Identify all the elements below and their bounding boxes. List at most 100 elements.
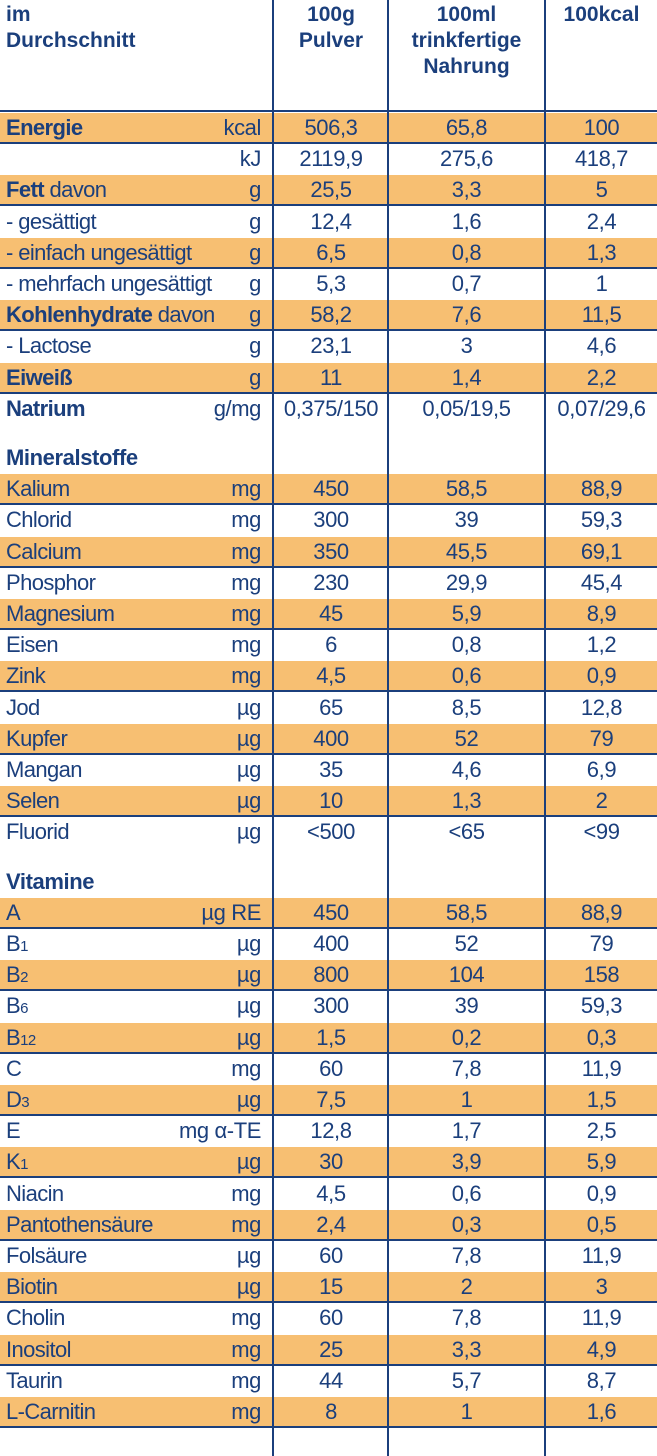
- table-row: - gesättigt g 12,4 1,6 2,4: [0, 206, 657, 237]
- row-unit: µg: [236, 931, 262, 956]
- row-unit: mg: [231, 476, 261, 502]
- row-highlight: [546, 599, 657, 628]
- row-name: Mangan: [6, 754, 83, 785]
- value-100kcal: 5,9: [586, 1149, 617, 1175]
- row-highlight: [0, 1147, 272, 1177]
- row-highlight: [389, 175, 544, 205]
- table-row: Eiweiß g 11 1,4 2,2: [0, 362, 657, 394]
- value-100kcal: 1,5: [586, 1087, 617, 1112]
- row-highlight: [274, 599, 387, 628]
- row-name-text: Folsäure: [6, 1243, 87, 1268]
- row-unit: g: [249, 271, 261, 296]
- row-unit: mg: [231, 538, 261, 564]
- row-name: Pantothensäure: [6, 1209, 154, 1240]
- row-highlight: [274, 1147, 387, 1177]
- header-col-100ml: 100ml trinkfertige Nahrung: [389, 2, 544, 80]
- value-100ml: 58,5: [445, 899, 488, 925]
- row-unit: mg: [231, 507, 261, 533]
- value-100ml: 39: [454, 993, 479, 1019]
- row-unit: mg: [231, 1055, 261, 1081]
- row-name-text: Biotin: [6, 1274, 58, 1300]
- row-name-bold: Natrium: [6, 395, 86, 421]
- row-unit: mg: [231, 569, 261, 595]
- value-100ml: 1,7: [451, 1118, 482, 1144]
- row-name-text: Eisen: [6, 632, 59, 658]
- row-unit: mg: [231, 1180, 261, 1206]
- row-name: Chlorid: [6, 504, 72, 535]
- table-row: Energie kcal 506,3 65,8 100: [0, 112, 657, 144]
- value-100kcal: 6,9: [586, 757, 617, 782]
- row-name-text: - mehrfach ungesättigt: [6, 271, 212, 296]
- row-highlight: [0, 1022, 272, 1052]
- row-name-text: Zink: [6, 663, 46, 689]
- row-highlight: [0, 1397, 272, 1426]
- value-100ml: 275,6: [439, 146, 494, 172]
- row-divider: [0, 1363, 657, 1366]
- value-100ml: 7,8: [451, 1055, 482, 1081]
- value-100kcal: 0,9: [586, 1180, 617, 1206]
- row-highlight: [389, 661, 544, 691]
- value-100ml: 1,3: [451, 788, 482, 814]
- row-name-subscript: 12: [20, 1031, 36, 1049]
- row-name: E: [6, 1115, 21, 1146]
- value-100ml: 58,5: [445, 476, 488, 502]
- row-highlight: [0, 362, 272, 392]
- value-100kcal: 59,3: [580, 993, 623, 1019]
- row-name: Kalium: [6, 473, 70, 504]
- value-100kcal: 4,6: [586, 333, 617, 359]
- row-unit: µg: [236, 1149, 262, 1175]
- row-highlight: [274, 474, 387, 504]
- value-100ml: 3,9: [451, 1149, 482, 1175]
- table-row: Biotin µg 15 2 3: [0, 1271, 657, 1304]
- row-name-text: Niacin: [6, 1180, 64, 1206]
- row-highlight: [389, 897, 544, 927]
- row-name-text: Taurin: [6, 1367, 63, 1393]
- value-100kcal: 11,9: [581, 1305, 622, 1331]
- row-name-text: Selen: [6, 788, 60, 814]
- row-name: Fluorid: [6, 816, 70, 847]
- table-row: Zink mg 4,5 0,6 0,9: [0, 660, 657, 693]
- row-name-text: Mangan: [6, 757, 83, 782]
- row-unit: mg: [231, 663, 261, 689]
- value-100g: 23,1: [310, 333, 352, 359]
- row-unit: µg: [236, 1243, 262, 1268]
- row-divider: [0, 204, 657, 207]
- row-highlight: [274, 1085, 387, 1114]
- row-highlight: [389, 1397, 544, 1426]
- row-divider: [0, 752, 657, 755]
- row-divider: [0, 266, 657, 269]
- row-unit: µg RE: [201, 899, 261, 925]
- header-label-line2: Durchschnitt: [6, 29, 136, 52]
- row-highlight: [389, 1209, 544, 1239]
- value-100ml: 0,8: [451, 239, 482, 265]
- row-highlight: [0, 1209, 272, 1239]
- value-100g: 58,2: [310, 302, 352, 328]
- row-unit: g: [249, 302, 261, 328]
- value-100kcal: 2,5: [586, 1118, 617, 1144]
- table-row: kJ 2119,9 275,6 418,7: [0, 143, 657, 174]
- value-100kcal: 5: [595, 177, 608, 203]
- value-100ml: 29,9: [445, 569, 488, 595]
- row-name: Inositol: [6, 1334, 72, 1365]
- row-highlight: [389, 723, 544, 753]
- row-name: Zink: [6, 660, 46, 691]
- table-row: - mehrfach ungesättigt g 5,3 0,7 1: [0, 268, 657, 299]
- row-highlight: [274, 113, 387, 142]
- row-highlight: [546, 362, 657, 392]
- value-100kcal: 2,2: [586, 364, 617, 390]
- row-divider: [0, 628, 657, 630]
- column-divider: [544, 0, 546, 1456]
- row-divider: [0, 142, 657, 144]
- row-highlight: [274, 1397, 387, 1426]
- value-100kcal: 12,8: [580, 694, 623, 720]
- value-100g: 6,5: [316, 239, 346, 265]
- value-100g: 300: [313, 993, 349, 1019]
- value-100g: 25,5: [310, 177, 352, 203]
- value-100kcal: 69,1: [580, 538, 623, 564]
- value-100g: 45: [319, 601, 343, 626]
- row-highlight: [389, 1085, 544, 1114]
- header-col-100kcal: 100kcal: [546, 2, 657, 28]
- row-highlight: [546, 960, 657, 990]
- row-name: Cholin: [6, 1302, 65, 1333]
